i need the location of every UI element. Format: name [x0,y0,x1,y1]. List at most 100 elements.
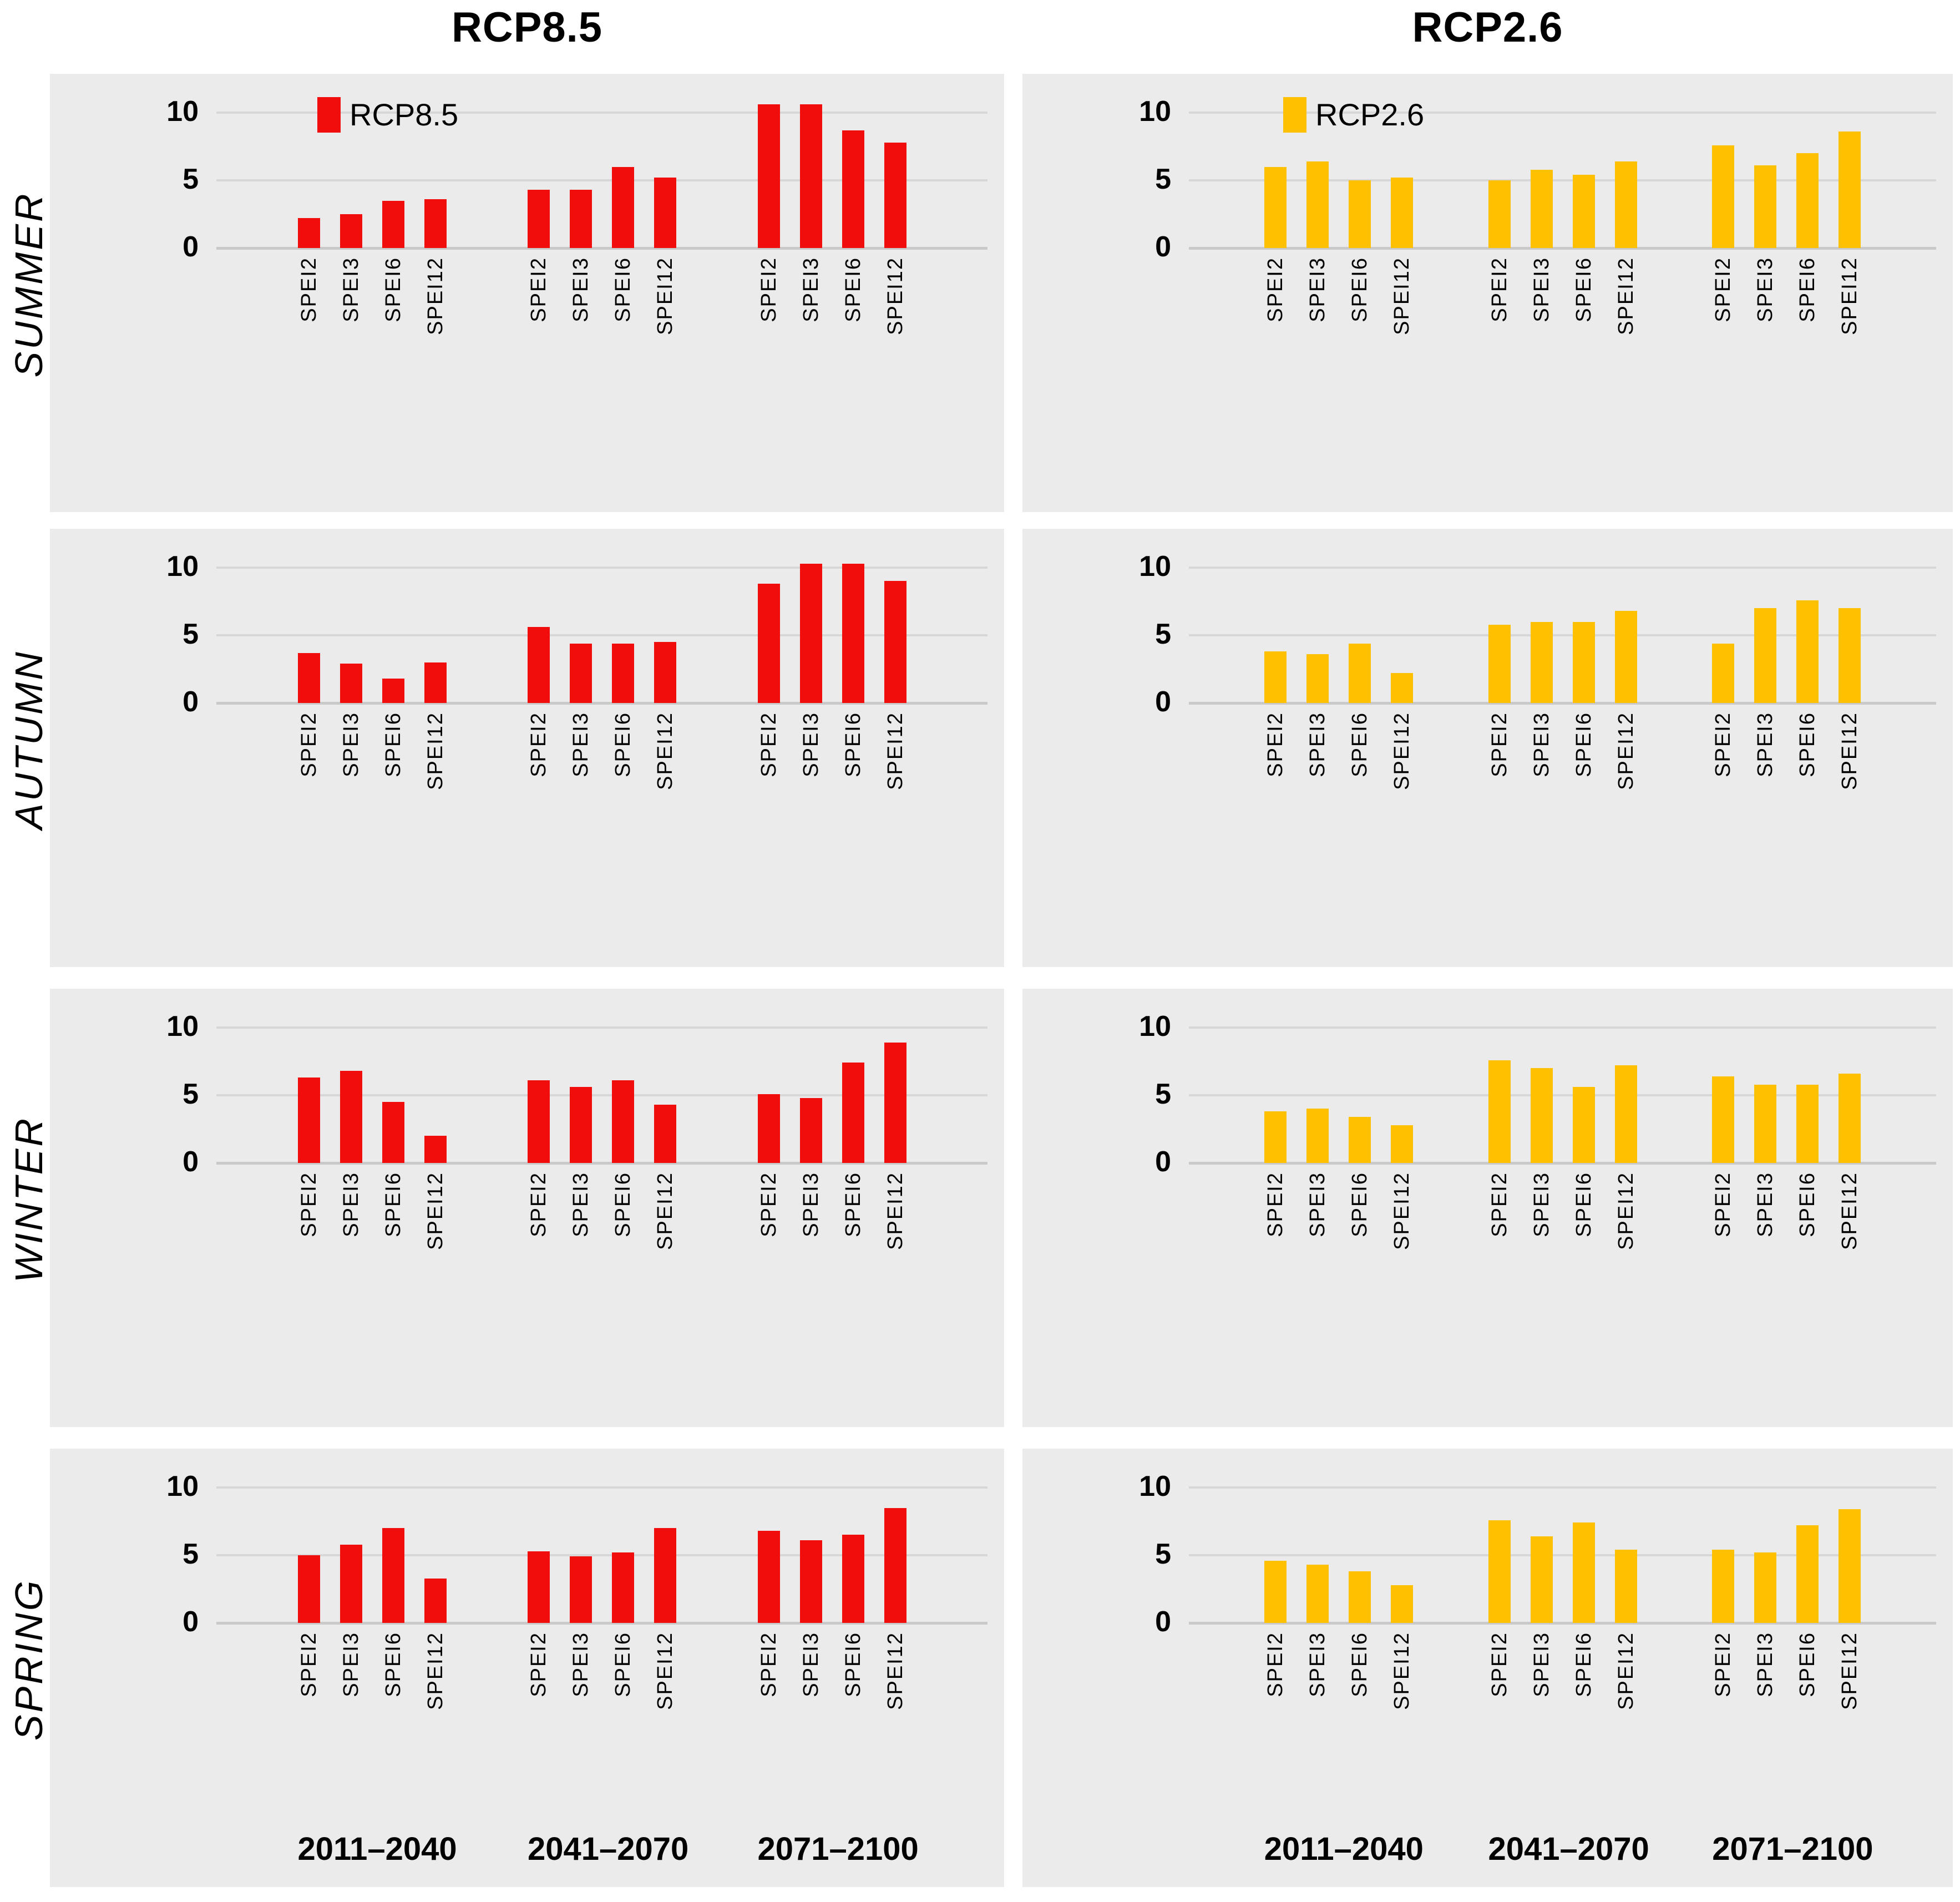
bar-autumn-rcp85-2041–2070-SPEI2 [528,627,550,703]
y-axis-tick-5: 5 [183,618,199,650]
bar-wrapper: SPEI3 [1530,621,1553,777]
x-axis-category-label: SPEI12 [1838,712,1862,790]
bar-summer-rcp26-2071–2100-SPEI2 [1712,145,1735,248]
gridline-5 [216,179,987,181]
bar-spring-rcp85-2071–2100-SPEI3 [799,1540,822,1623]
x-axis-category-label: SPEI2 [1487,712,1511,777]
bar-wrapper: SPEI6 [382,1528,405,1697]
bar-autumn-rcp26-2011–2040-SPEI6 [1348,643,1371,703]
bar-summer-rcp85-2011–2040-SPEI6 [382,200,404,248]
plot-area: SPEI2 SPEI3 SPEI6 SPEI12 SPEI2 SPEI3 SPEI6 SPEI… [216,1449,987,1887]
bar-wrapper: SPEI2 [1711,643,1735,777]
bar-autumn-rcp85-2041–2070-SPEI3 [570,643,592,703]
x-axis-category-label: SPEI3 [1305,712,1329,777]
bar-wrapper: SPEI2 [1711,1550,1735,1697]
bar-wrapper: SPEI6 [611,1080,635,1237]
bar-wrapper: SPEI2 [297,1555,321,1697]
bar-wrapper: SPEI6 [1572,175,1596,322]
bar-spring-rcp85-2011–2040-SPEI6 [382,1528,404,1623]
bar-wrapper: SPEI3 [1754,608,1777,777]
bar-wrapper: SPEI2 [1711,1076,1735,1237]
x-axis-category-label: SPEI12 [423,1172,447,1250]
bar-wrapper: SPEI2 [757,1094,781,1237]
x-axis-category-label: SPEI12 [1614,257,1638,335]
x-axis-category-label: SPEI12 [883,257,907,335]
bar-wrapper: SPEI12 [424,1136,447,1250]
bar-summer-rcp26-2011–2040-SPEI2 [1264,166,1287,248]
row-label-summer: SUMMER [7,191,50,378]
x-axis-category-label: SPEI2 [1263,1632,1287,1697]
bar-wrapper: SPEI12 [1390,1125,1414,1250]
gridline-0 [1189,1162,1936,1165]
x-axis-category-label: SPEI12 [1838,257,1862,335]
y-axis-tick-5: 5 [183,1538,199,1570]
bar-groups: SPEI2 SPEI3 SPEI6 SPEI12 SPEI2 SPEI3 SPEI6 SPEI… [1189,1449,1936,1710]
bar-group-2071–2100: SPEI2 SPEI3 SPEI6 SPEI12 [757,1042,907,1250]
bar-winter-rcp85-2071–2100-SPEI6 [842,1063,864,1163]
x-axis-category-label: SPEI2 [1263,712,1287,777]
bar-wrapper: SPEI12 [884,581,907,790]
x-axis-category-label: SPEI6 [1572,712,1596,777]
bar-wrapper: SPEI6 [611,166,635,322]
bar-summer-rcp26-2071–2100-SPEI6 [1796,153,1819,248]
bar-group-2011–2040: SPEI2 SPEI3 SPEI6 SPEI12 [297,199,447,335]
plot-area: SPEI2 SPEI3 SPEI6 SPEI12 SPEI2 SPEI3 SPEI6 SPEI… [1189,74,1936,512]
column-title-rcp26: RCP2.6 [1412,4,1563,51]
bar-wrapper: SPEI2 [1488,624,1511,777]
y-axis-tick-10: 10 [166,550,199,583]
x-axis-category-label: SPEI2 [527,712,550,777]
bar-wrapper: SPEI3 [1754,165,1777,322]
bar-wrapper: SPEI12 [1614,1065,1638,1250]
bar-wrapper: SPEI3 [569,643,592,777]
bar-group-2011–2040: SPEI2 SPEI3 SPEI6 SPEI12 [297,1528,447,1710]
bar-group-2071–2100: SPEI2 SPEI3 SPEI6 SPEI12 [757,563,907,790]
panel-summer-rcp85: SPEI2 SPEI3 SPEI6 SPEI12 SPEI2 SPEI3 SPEI6 SPEI… [50,74,1004,512]
bar-wrapper: SPEI3 [1306,161,1329,322]
bar-wrapper: SPEI6 [1572,621,1596,777]
y-axis-tick-10: 10 [166,95,199,128]
panel-autumn-rcp26: SPEI2 SPEI3 SPEI6 SPEI12 SPEI2 SPEI3 SPEI6 SPEI… [1022,529,1953,967]
bar-winter-rcp85-2011–2040-SPEI2 [297,1078,320,1163]
x-axis-category-label: SPEI2 [1711,712,1735,777]
bar-spring-rcp26-2011–2040-SPEI2 [1264,1560,1287,1623]
bar-wrapper: SPEI3 [1530,1536,1553,1697]
x-axis-category-label: SPEI2 [1263,257,1287,322]
bar-summer-rcp85-2041–2070-SPEI3 [570,190,592,248]
bar-group-2071–2100: SPEI2 SPEI3 SPEI6 SPEI12 [1711,1074,1861,1250]
bar-autumn-rcp85-2071–2100-SPEI3 [799,563,822,703]
y-axis-tick-5: 5 [1155,1078,1171,1110]
bar-wrapper: SPEI3 [1530,1068,1553,1237]
bar-summer-rcp85-2011–2040-SPEI3 [340,214,362,248]
x-axis-category-label: SPEI12 [654,1172,677,1250]
gridline-0 [216,1622,987,1625]
x-axis-category-label: SPEI3 [339,712,363,777]
gridline-5 [1189,179,1936,181]
legend-swatch-icon [317,97,341,133]
bar-summer-rcp26-2011–2040-SPEI6 [1348,180,1371,248]
x-axis-category-label: SPEI3 [1529,712,1553,777]
y-axis-tick-5: 5 [183,1078,199,1110]
x-axis-category-label: SPEI12 [1390,1172,1414,1250]
bar-winter-rcp26-2011–2040-SPEI3 [1306,1109,1329,1163]
bar-wrapper: SPEI3 [569,190,592,322]
x-axis-category-label: SPEI6 [1348,1172,1371,1237]
panel-winter-rcp26: SPEI2 SPEI3 SPEI6 SPEI12 SPEI2 SPEI3 SPEI6 SPEI… [1022,989,1953,1427]
x-axis-category-label: SPEI12 [1614,712,1638,790]
bar-summer-rcp85-2011–2040-SPEI2 [297,218,320,248]
y-axis-tick-0: 0 [1155,686,1171,718]
bar-spring-rcp26-2041–2070-SPEI3 [1530,1536,1553,1623]
bar-wrapper: SPEI6 [382,200,405,322]
bar-winter-rcp85-2041–2070-SPEI2 [528,1080,550,1163]
gridline-5 [1189,1554,1936,1556]
bar-group-2071–2100: SPEI2 SPEI3 SPEI6 SPEI12 [757,104,907,335]
bar-wrapper: SPEI2 [1488,180,1511,322]
period-label: 2041–2070 [1488,1831,1649,1867]
bar-autumn-rcp26-2011–2040-SPEI2 [1264,651,1287,703]
bar-wrapper: SPEI2 [1264,1111,1287,1237]
x-axis-category-label: SPEI6 [841,257,865,322]
bar-spring-rcp85-2011–2040-SPEI12 [424,1578,447,1623]
y-axis-tick-10: 10 [1139,1010,1171,1043]
bar-summer-rcp26-2071–2100-SPEI3 [1754,165,1777,248]
x-axis-category-label: SPEI3 [1305,257,1329,322]
gridline-10 [1189,1486,1936,1489]
